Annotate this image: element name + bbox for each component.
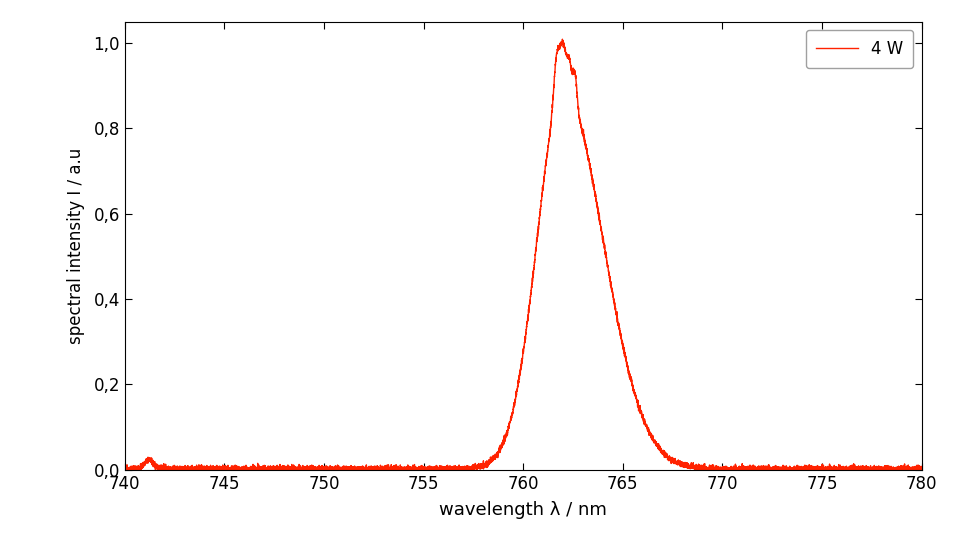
4 W (557, 36, 568, 43)
X-axis label: wavelength λ / nm: wavelength λ / nm (440, 501, 607, 519)
4 W (159, 465, 171, 471)
4 W (709, 466, 721, 472)
4 W (625, 376, 636, 383)
Legend: 4 W: 4 W (806, 30, 913, 68)
4 W (916, 465, 927, 471)
Line: 4 W: 4 W (125, 39, 922, 470)
4 W (753, 465, 764, 471)
Y-axis label: spectral intensity I / a.u: spectral intensity I / a.u (67, 147, 85, 344)
4 W (407, 467, 419, 473)
4 W (590, 198, 602, 205)
4 W (119, 467, 131, 473)
